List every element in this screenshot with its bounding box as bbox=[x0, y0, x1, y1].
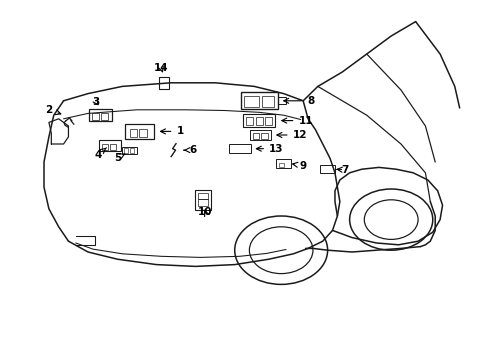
Bar bbox=[88, 109, 112, 121]
Text: 10: 10 bbox=[198, 207, 212, 217]
Text: 6: 6 bbox=[183, 145, 196, 155]
Bar bbox=[101, 113, 107, 120]
Bar bbox=[245, 117, 253, 125]
Bar bbox=[129, 129, 137, 137]
Text: 8: 8 bbox=[283, 96, 313, 106]
Bar bbox=[278, 97, 286, 104]
Bar bbox=[99, 140, 121, 151]
Text: 11: 11 bbox=[281, 116, 312, 126]
Text: 14: 14 bbox=[154, 63, 168, 73]
Bar bbox=[244, 96, 259, 107]
Text: 4: 4 bbox=[94, 148, 106, 160]
Bar bbox=[130, 148, 134, 153]
Bar bbox=[243, 114, 274, 127]
Text: 1: 1 bbox=[160, 126, 183, 136]
Bar bbox=[262, 96, 273, 107]
Text: 3: 3 bbox=[92, 96, 99, 107]
Bar bbox=[198, 199, 207, 206]
Bar bbox=[124, 148, 128, 153]
Bar bbox=[250, 130, 270, 140]
Text: 5: 5 bbox=[114, 153, 124, 163]
Bar bbox=[102, 144, 108, 150]
Text: 9: 9 bbox=[292, 161, 306, 171]
Bar bbox=[198, 193, 207, 199]
Bar bbox=[92, 113, 99, 120]
Text: 7: 7 bbox=[337, 165, 348, 175]
Bar bbox=[228, 144, 250, 153]
Bar bbox=[279, 163, 284, 167]
Bar bbox=[110, 144, 116, 150]
Bar bbox=[320, 165, 334, 173]
Bar bbox=[252, 133, 259, 139]
Text: 13: 13 bbox=[256, 144, 283, 154]
Bar bbox=[276, 159, 290, 168]
Bar bbox=[139, 129, 147, 137]
Bar bbox=[122, 147, 137, 154]
Bar bbox=[240, 92, 277, 109]
Bar bbox=[255, 117, 263, 125]
Bar bbox=[264, 117, 271, 125]
Bar bbox=[261, 133, 267, 139]
Bar bbox=[195, 190, 210, 210]
Text: 12: 12 bbox=[276, 130, 306, 140]
Bar bbox=[124, 124, 154, 139]
Bar bbox=[159, 77, 168, 89]
Text: 2: 2 bbox=[45, 105, 61, 115]
